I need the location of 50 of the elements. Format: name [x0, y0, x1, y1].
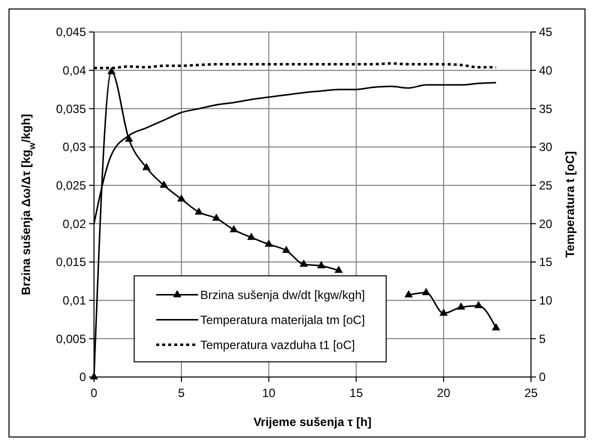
point [492, 323, 500, 330]
y2-tick-label: 20 [539, 216, 553, 231]
x-tick-label: 20 [436, 386, 451, 400]
point [282, 246, 290, 253]
y-tick-label: 0,02 [62, 216, 86, 231]
y-tick-label: 0,04 [62, 64, 86, 78]
point [160, 180, 168, 188]
point [194, 207, 204, 215]
legend-label: Temperatura vazduha t1 [oC] [200, 338, 355, 352]
point [212, 213, 221, 221]
y2-tick-label: 5 [539, 332, 546, 346]
y2-tick-label: 45 [539, 25, 553, 40]
legend-label: Brzina sušenja dw/dt [kgw/kgh] [200, 288, 365, 302]
y-tick-label: 0,01 [62, 294, 86, 308]
y2-tick-label: 40 [539, 64, 553, 78]
x-tick-label: 0 [90, 386, 98, 400]
point [300, 259, 308, 267]
point [404, 290, 413, 298]
y2-axis-title: Temperatura t [oC] [563, 151, 577, 258]
x-tick-label: 5 [178, 386, 186, 400]
y-tick-label: 0 [79, 370, 86, 384]
y-tick-label: 0,025 [56, 178, 86, 193]
y-tick-label: 0,03 [62, 140, 86, 154]
point [142, 162, 151, 170]
y2-tick-label: 30 [539, 140, 553, 154]
point [247, 232, 256, 240]
y-tick-label: 0,045 [56, 25, 86, 40]
y2-tick-label: 35 [539, 102, 553, 116]
point [456, 302, 466, 310]
x-axis-title: Vrijeme sušenja τ [h] [253, 415, 372, 429]
y2-tick-label: 15 [539, 255, 553, 270]
point [334, 266, 343, 273]
point [107, 67, 116, 74]
point [317, 261, 326, 268]
y-tick-label: 0,015 [56, 255, 86, 270]
x-tick-label: 10 [262, 386, 276, 400]
y-tick-label: 0,035 [56, 102, 86, 116]
y-tick-label: 0,005 [56, 332, 86, 346]
y2-tick-label: 0 [539, 370, 546, 384]
point [439, 308, 448, 316]
x-tick-label: 25 [524, 386, 538, 400]
point [230, 224, 238, 232]
y2-tick-label: 25 [539, 178, 553, 193]
point [422, 288, 430, 296]
point [177, 194, 186, 202]
point [264, 240, 273, 247]
point [474, 300, 483, 308]
y2-tick-label: 10 [539, 294, 553, 308]
legend-label: Temperatura materijala tm [oC] [200, 313, 365, 327]
x-tick-label: 15 [350, 386, 364, 400]
